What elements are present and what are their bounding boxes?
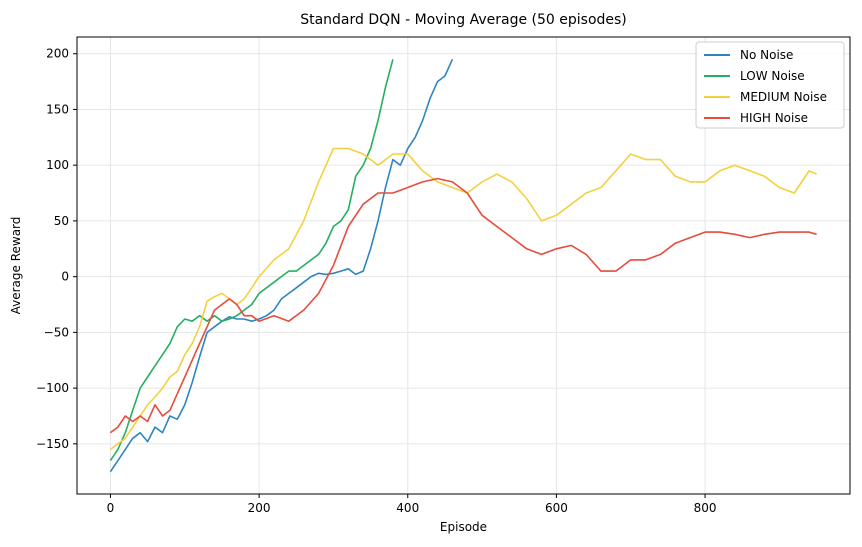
legend-label-high-noise: HIGH Noise	[740, 111, 808, 125]
x-axis-label: Episode	[440, 520, 487, 534]
x-tick-label: 400	[396, 501, 419, 515]
y-tick-label: 100	[46, 158, 69, 172]
series-lines	[109, 58, 817, 473]
y-tick-label: 150	[46, 102, 69, 116]
y-tick-label: −150	[36, 437, 69, 451]
y-axis-label: Average Reward	[9, 217, 23, 315]
plot-frame	[76, 36, 851, 495]
series-line-no-noise	[109, 58, 454, 473]
x-tick-label: 200	[248, 501, 271, 515]
x-tick-label: 800	[694, 501, 717, 515]
x-tick-label: 0	[107, 501, 115, 515]
legend-label-medium-noise: MEDIUM Noise	[740, 90, 827, 104]
series-line-medium-noise	[109, 147, 817, 451]
y-tick-label: −100	[36, 381, 69, 395]
y-tick-label: 50	[54, 214, 69, 228]
y-tick-label: 0	[61, 270, 69, 284]
legend-box	[695, 41, 845, 129]
series-line-low-noise	[109, 59, 394, 462]
y-tick-label: −50	[44, 325, 69, 339]
y-axis-ticks: −150 −100 −50 0 50 100 150 200	[36, 47, 77, 451]
x-axis-ticks: 0 200 400 600 800	[107, 494, 717, 515]
legend-label-low-noise: LOW Noise	[740, 69, 805, 83]
x-tick-label: 600	[545, 501, 568, 515]
series-line-high-noise	[109, 177, 817, 434]
chart-title: Standard DQN - Moving Average (50 episod…	[300, 12, 627, 28]
legend: No Noise LOW Noise MEDIUM Noise HIGH Noise	[695, 41, 845, 129]
legend-label-no-noise: No Noise	[740, 48, 793, 62]
y-tick-label: 200	[46, 47, 69, 61]
